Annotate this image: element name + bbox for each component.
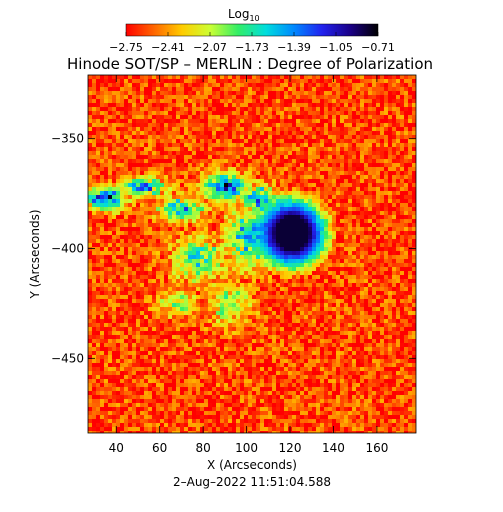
colorbar-tick-label: −2.41 (151, 41, 185, 54)
x-axis-ticks: 40 60 80 100 120 140 160 (109, 75, 388, 455)
y-axis-label: Y (Arcseconds) (28, 209, 42, 299)
colorbar-tick-label: −1.05 (319, 41, 353, 54)
x-tick-label: 100 (235, 441, 258, 455)
timestamp: 2–Aug–2022 11:51:04.588 (173, 475, 331, 489)
colorbar-ticks: −2.75 −2.41 −2.07 −1.73 −1.39 −1.05 −0.71 (109, 32, 395, 54)
y-tick-label: −400 (51, 242, 84, 256)
colorbar-tick-label: −1.39 (277, 41, 311, 54)
colorbar-tick-label: −1.73 (235, 41, 269, 54)
chart-title: Hinode SOT/SP – MERLIN : Degree of Polar… (67, 55, 433, 73)
colorbar-tick-label: −0.71 (361, 41, 395, 54)
x-tick-label: 140 (322, 441, 345, 455)
y-tick-label: −350 (51, 132, 84, 146)
y-axis-ticks: −350 −400 −450 (51, 132, 416, 365)
dop-map-image (88, 75, 416, 433)
y-tick-label: −450 (51, 351, 84, 365)
x-tick-label: 60 (152, 441, 167, 455)
x-tick-label: 80 (195, 441, 210, 455)
colorbar-label: Log10 (228, 7, 260, 23)
plot-frame (87, 74, 417, 434)
colorbar-tick-label: −2.07 (193, 41, 227, 54)
x-axis-label: X (Arcseconds) (207, 458, 297, 472)
x-tick-label: 160 (365, 441, 388, 455)
x-tick-label: 40 (109, 441, 124, 455)
x-tick-label: 120 (279, 441, 302, 455)
colorbar-tick-label: −2.75 (109, 41, 143, 54)
